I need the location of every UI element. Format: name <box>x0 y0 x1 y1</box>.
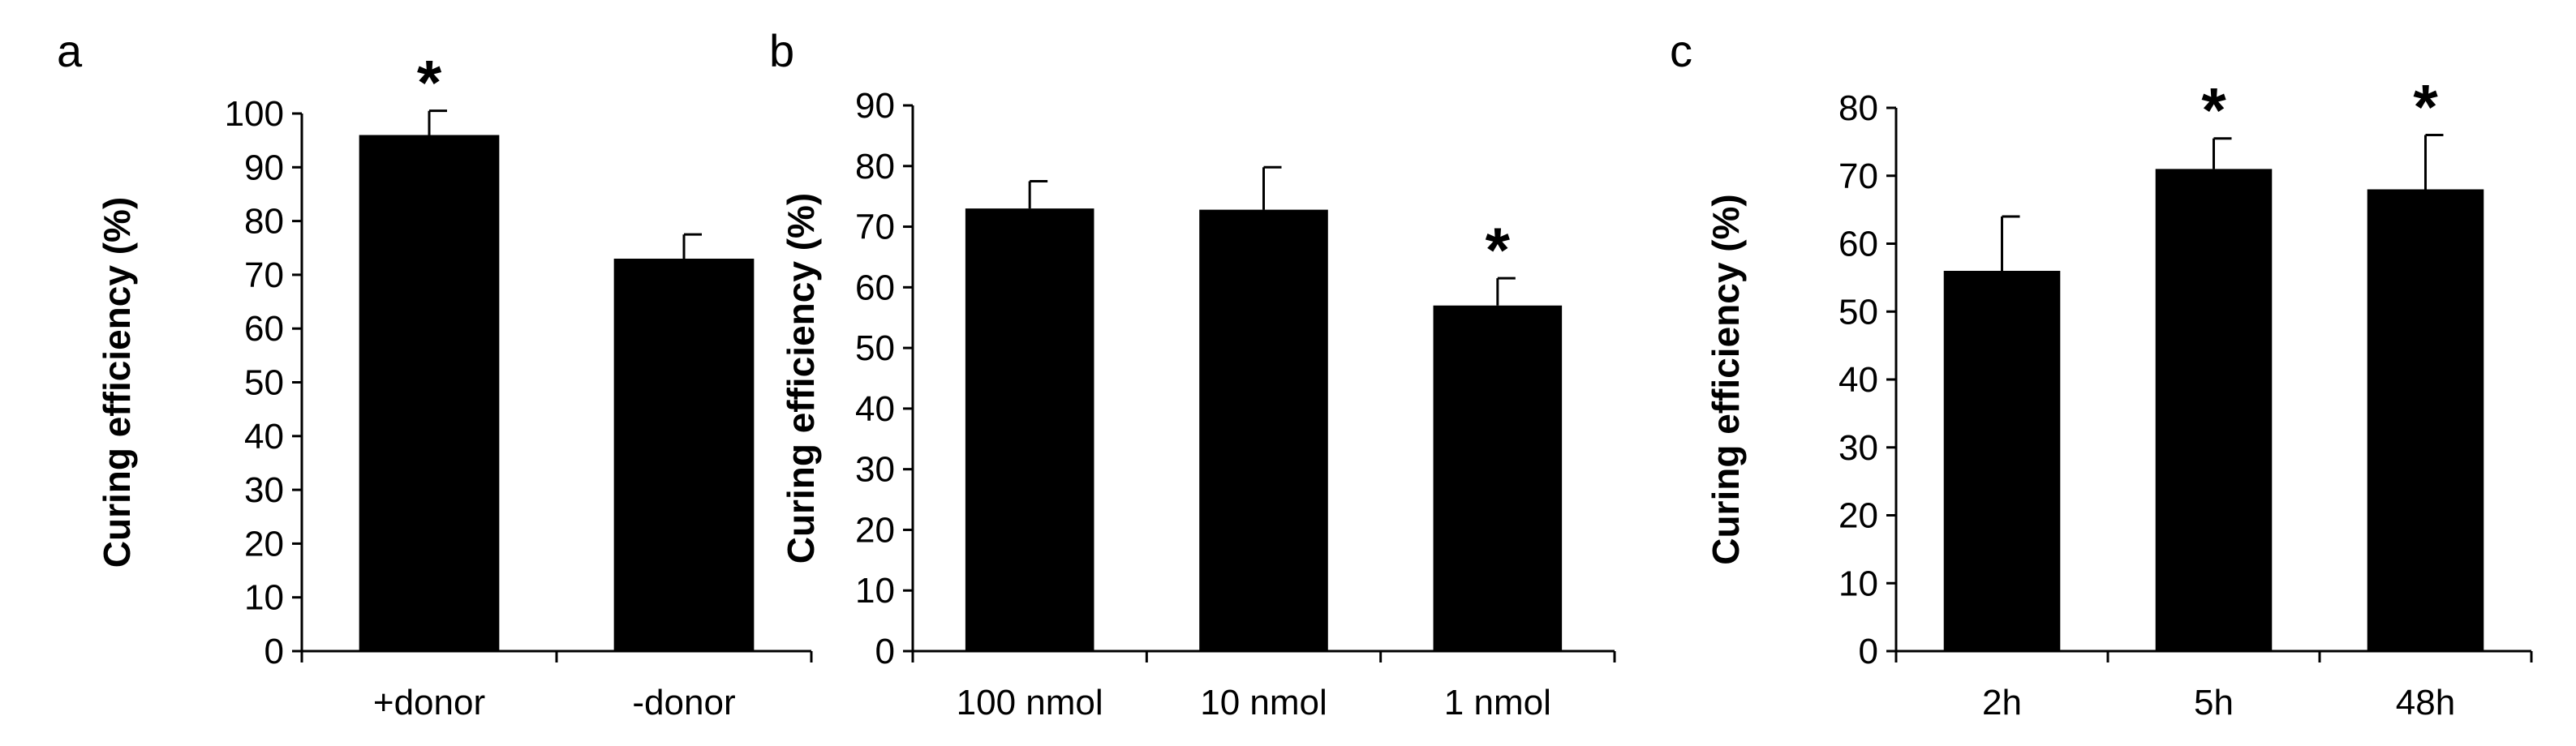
bar <box>2367 189 2484 651</box>
y-tick-label: 60 <box>244 309 284 349</box>
y-tick-label: 70 <box>244 255 284 295</box>
y-tick-label: 60 <box>1838 225 1878 264</box>
bar <box>1943 271 2061 651</box>
y-tick-label: 40 <box>1838 360 1878 400</box>
x-category-label: 5h <box>2194 683 2234 722</box>
significance-star: * <box>1486 214 1511 285</box>
y-axis-label: Curing efficiency (%) <box>1705 194 1747 565</box>
y-tick-label: 40 <box>244 417 284 457</box>
y-tick-label: 70 <box>855 208 895 247</box>
bar <box>359 135 500 651</box>
y-axis-label: Curing efficiency (%) <box>780 193 822 564</box>
y-tick-label: 40 <box>855 389 895 429</box>
x-category-label: 10 nmol <box>1200 683 1327 722</box>
y-tick-label: 80 <box>244 202 284 242</box>
significance-star: * <box>2413 71 2438 143</box>
x-category-label: 2h <box>1982 683 2022 722</box>
bar <box>1199 209 1328 651</box>
significance-star: * <box>2201 75 2226 146</box>
y-tick-label: 20 <box>855 510 895 550</box>
y-tick-label: 90 <box>244 148 284 187</box>
bar <box>965 208 1094 652</box>
panel-letter: c <box>1670 25 1692 76</box>
bar <box>613 259 755 651</box>
y-tick-label: 20 <box>1838 496 1878 536</box>
y-tick-label: 100 <box>225 94 284 134</box>
x-category-label: -donor <box>632 683 735 722</box>
y-tick-label: 10 <box>855 571 895 611</box>
y-tick-label: 30 <box>855 450 895 490</box>
panel-letter: b <box>769 25 794 76</box>
y-tick-label: 30 <box>1838 428 1878 468</box>
y-tick-label: 50 <box>1838 292 1878 332</box>
y-tick-label: 60 <box>855 268 895 307</box>
y-tick-label: 80 <box>855 147 895 186</box>
y-tick-label: 50 <box>244 363 284 403</box>
x-category-label: 48h <box>2396 683 2455 722</box>
y-tick-label: 0 <box>264 632 284 671</box>
y-tick-label: 20 <box>244 524 284 564</box>
y-tick-label: 10 <box>244 578 284 618</box>
y-tick-label: 30 <box>244 470 284 510</box>
x-category-label: +donor <box>373 683 485 722</box>
y-tick-label: 90 <box>855 86 895 126</box>
x-category-label: 1 nmol <box>1444 683 1551 722</box>
y-tick-label: 0 <box>875 632 895 671</box>
y-tick-label: 80 <box>1838 88 1878 128</box>
y-tick-label: 70 <box>1838 156 1878 196</box>
bar <box>1433 305 1563 651</box>
bar <box>2155 169 2273 651</box>
significance-star: * <box>417 47 442 118</box>
panel-letter: a <box>57 25 83 76</box>
x-category-label: 100 nmol <box>957 683 1103 722</box>
y-tick-label: 0 <box>1859 632 1878 671</box>
y-tick-label: 10 <box>1838 564 1878 603</box>
y-axis-label: Curing efficiency (%) <box>96 197 138 568</box>
y-tick-label: 50 <box>855 328 895 368</box>
